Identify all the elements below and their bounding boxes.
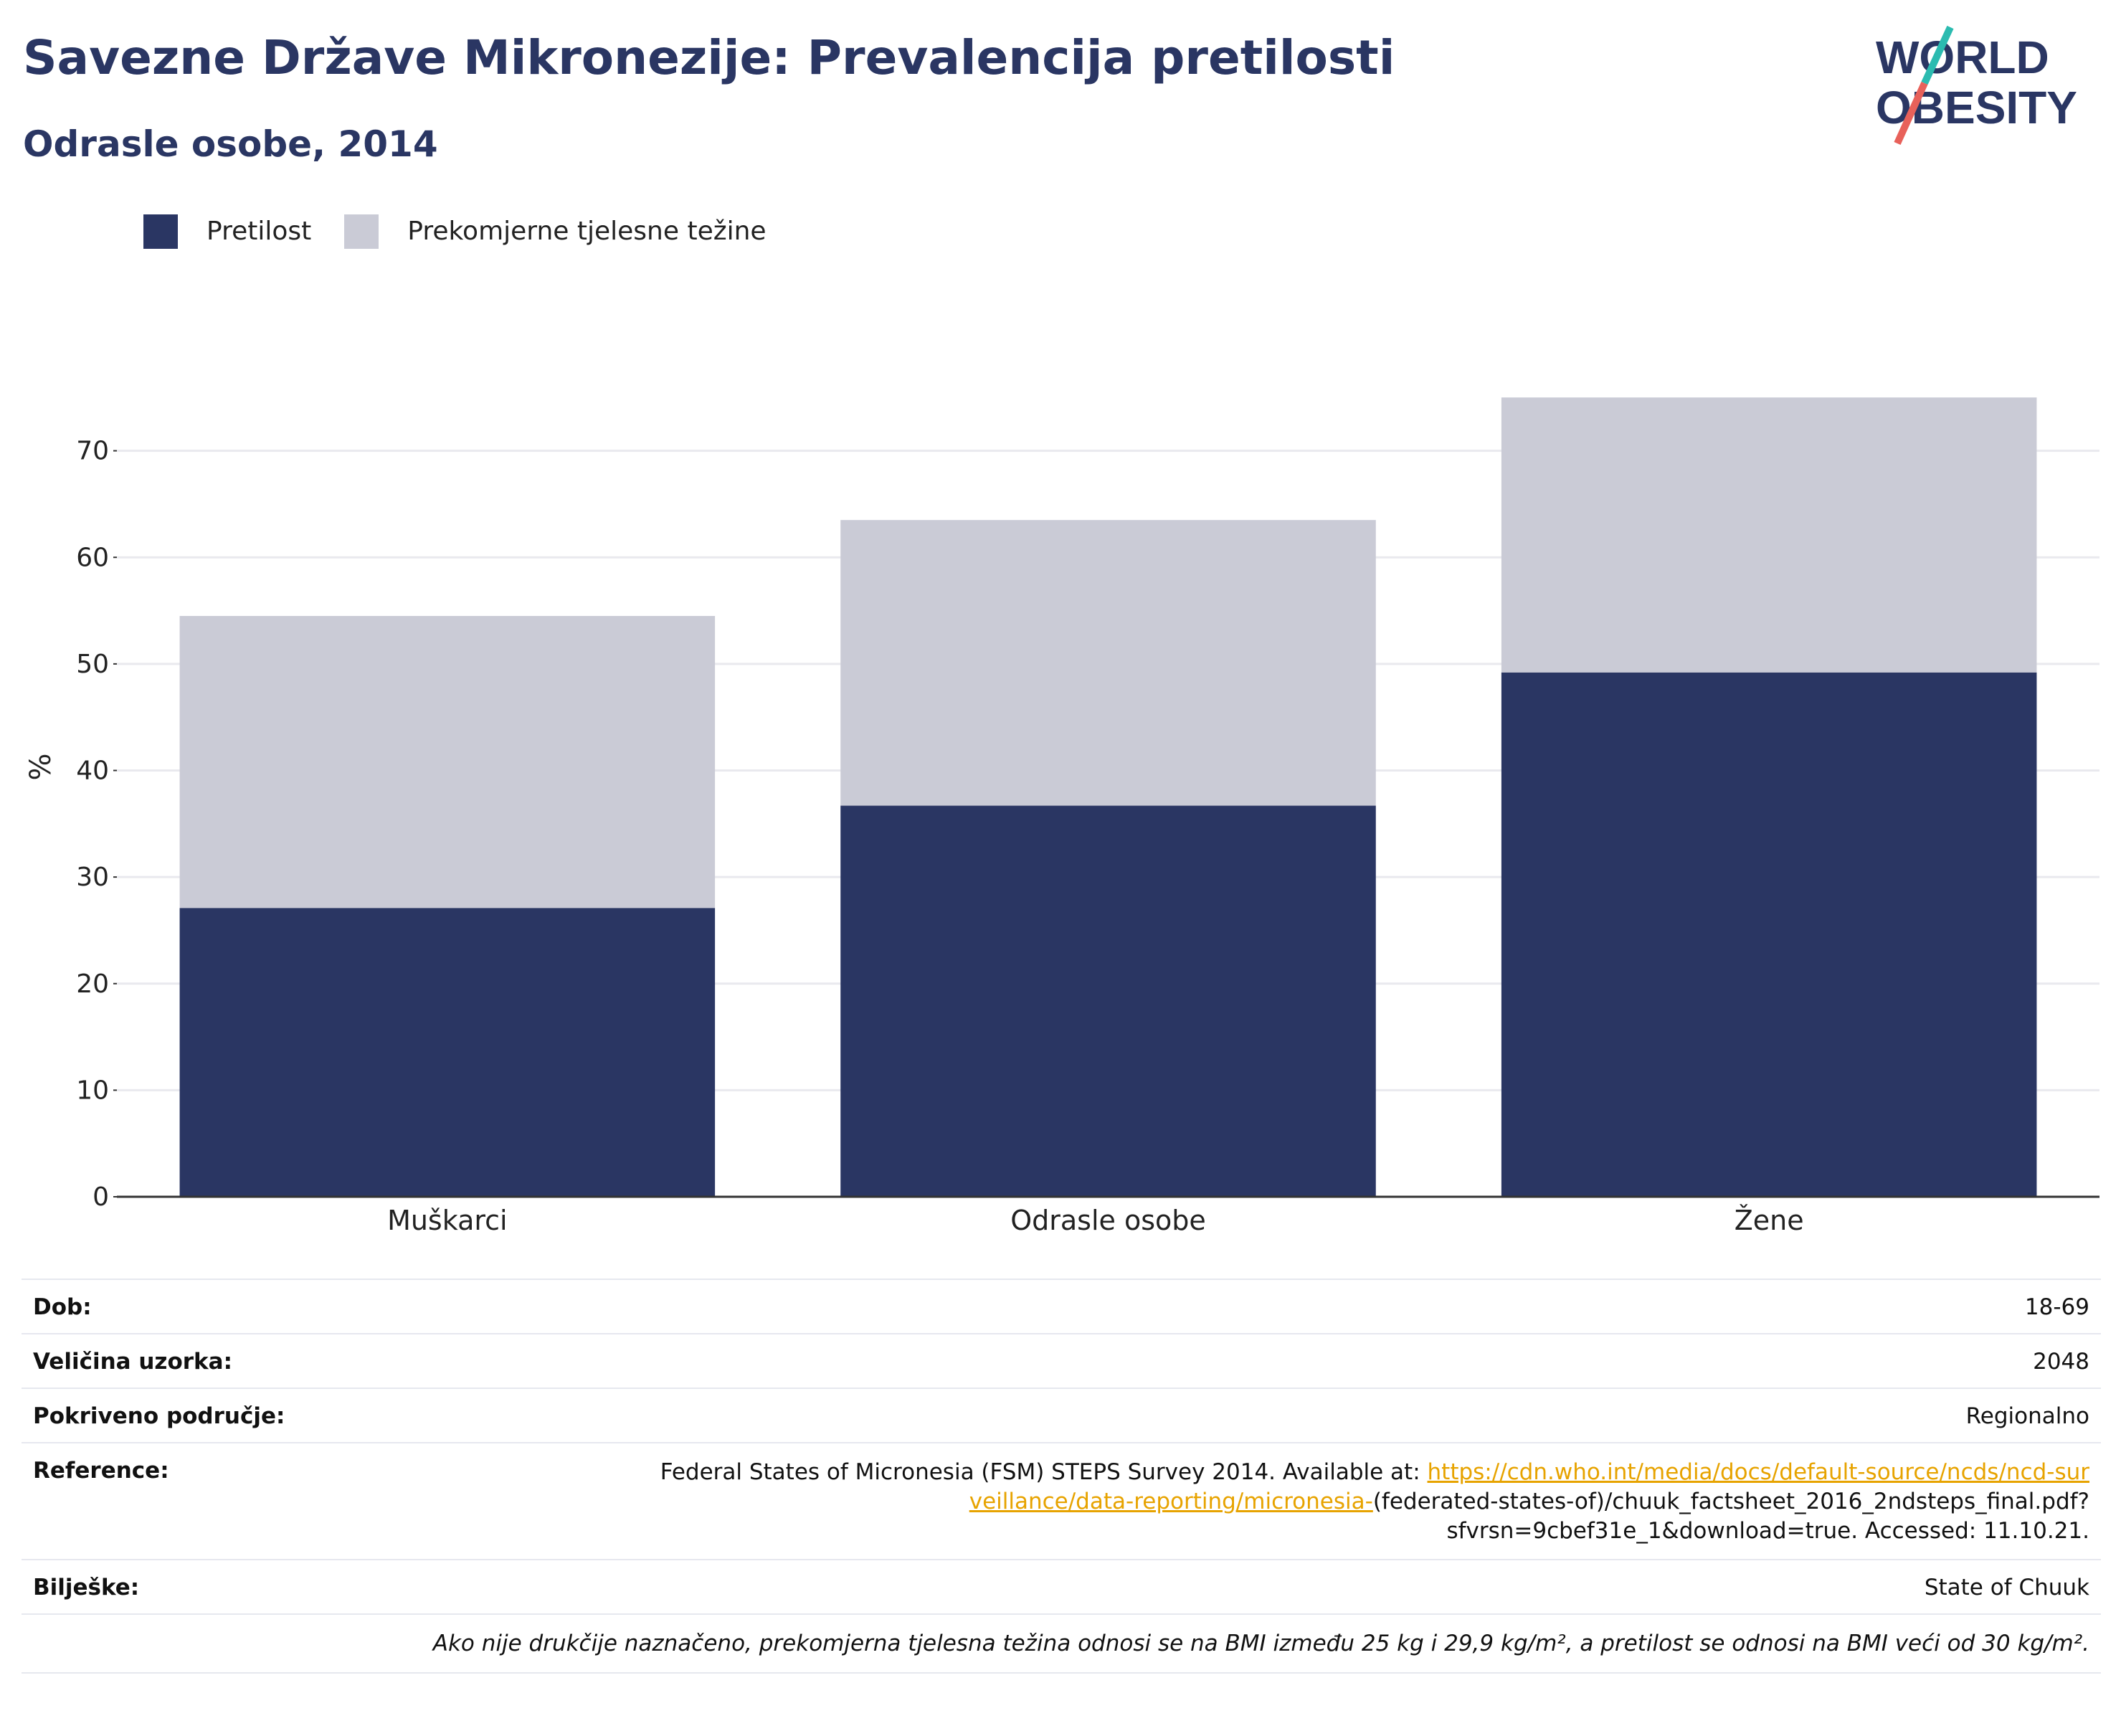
y-tick-label: 0 xyxy=(92,1182,109,1212)
legend-label-obesity: Pretilost xyxy=(207,217,312,246)
legend-item-overweight[interactable]: Prekomjerne tjelesne težine xyxy=(344,214,767,249)
footnote: Ako nije drukčije naznačeno, prekomjerna… xyxy=(22,1613,2101,1674)
info-label-sample-size: Veličina uzorka: xyxy=(33,1349,232,1375)
y-axis-label: % xyxy=(24,753,57,780)
y-tick-label: 40 xyxy=(76,756,109,786)
info-value-age: 18-69 xyxy=(2024,1294,2089,1320)
y-tick-label: 60 xyxy=(76,543,109,572)
info-table: Dob: 18-69 Veličina uzorka: 2048 Pokrive… xyxy=(22,1279,2101,1674)
y-tick-label: 20 xyxy=(76,969,109,999)
legend-swatch-overweight xyxy=(344,214,379,249)
y-tick-label: 50 xyxy=(76,650,109,679)
x-tick-label: Muškarci xyxy=(387,1205,508,1236)
bar-overweight-1 xyxy=(840,520,1376,806)
info-row-sample-size: Veličina uzorka: 2048 xyxy=(22,1333,2101,1388)
info-value-reference: Federal States of Micronesia (FSM) STEPS… xyxy=(655,1458,2089,1546)
reference-text-after: (federated-states-of)/chuuk_factsheet_20… xyxy=(1372,1489,2089,1544)
bar-chart: 0 10 20 30 40 50 60 70% Muškarci Odrasle osobe Žen… xyxy=(24,397,2099,1236)
legend-swatch-obesity xyxy=(143,214,178,249)
y-tick-label: 10 xyxy=(76,1076,109,1105)
logo-line-1: WORLD xyxy=(1876,32,2049,83)
info-row-coverage: Pokriveno područje: Regionalno xyxy=(22,1388,2101,1442)
bar-obesity-0 xyxy=(179,908,716,1197)
info-value-coverage: Regionalno xyxy=(1965,1403,2089,1429)
logo-slash-red xyxy=(1894,81,1928,146)
page-subtitle: Odrasle osobe, 2014 xyxy=(23,123,438,165)
info-value-notes: State of Chuuk xyxy=(1924,1575,2089,1600)
chart-legend: Pretilost Prekomjerne tjelesne težine xyxy=(143,212,799,251)
page-title: Savezne Države Mikronezije: Prevalencija… xyxy=(23,30,1395,85)
y-tick-label: 70 xyxy=(76,437,109,466)
info-row-reference: Reference: Federal States of Micronesia … xyxy=(22,1442,2101,1559)
info-label-coverage: Pokriveno područje: xyxy=(33,1403,285,1429)
info-label-reference: Reference: xyxy=(33,1458,169,1484)
bar-obesity-2 xyxy=(1501,672,2037,1197)
bar-overweight-0 xyxy=(179,615,716,909)
reference-text-before: Federal States of Micronesia (FSM) STEPS… xyxy=(660,1459,1428,1485)
info-label-age: Dob: xyxy=(33,1294,92,1320)
legend-item-obesity[interactable]: Pretilost xyxy=(143,214,311,249)
world-obesity-logo: WORLD OBESITY xyxy=(1876,25,2077,146)
reference-link[interactable]: https://cdn.who.int/media/docs/default-s… xyxy=(969,1459,2089,1514)
x-tick-label: Žene xyxy=(1735,1205,1804,1236)
info-label-notes: Bilješke: xyxy=(33,1575,140,1600)
y-tick-label: 30 xyxy=(76,863,109,892)
x-tick-label: Odrasle osobe xyxy=(1010,1205,1206,1236)
bar-obesity-1 xyxy=(840,805,1376,1197)
info-row-notes: Bilješke: State of Chuuk xyxy=(22,1559,2101,1613)
legend-label-overweight: Prekomjerne tjelesne težine xyxy=(407,217,767,246)
bar-overweight-2 xyxy=(1501,397,2037,673)
logo-slash-teal xyxy=(1921,25,1954,85)
info-value-sample-size: 2048 xyxy=(2033,1349,2089,1375)
info-row-age: Dob: 18-69 xyxy=(22,1279,2101,1333)
